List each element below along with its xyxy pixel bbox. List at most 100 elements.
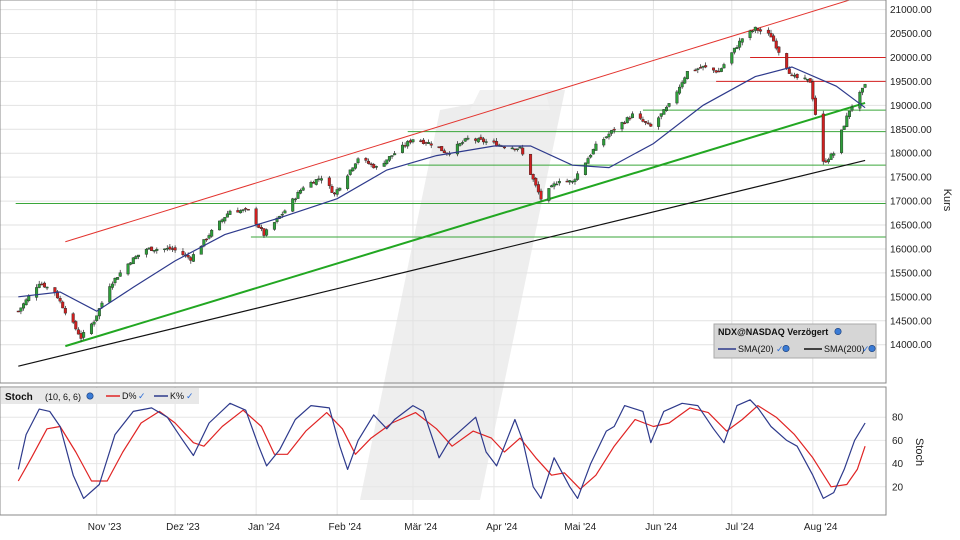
candle-body bbox=[74, 321, 78, 330]
candle-body bbox=[186, 255, 190, 258]
price-sma20 bbox=[18, 66, 866, 312]
candle-body bbox=[463, 138, 467, 142]
stoch-y-tick-label: 60 bbox=[892, 436, 904, 447]
candle-body bbox=[793, 75, 797, 77]
candle-body bbox=[364, 158, 368, 161]
candle-body bbox=[244, 208, 248, 210]
x-tick-label: Jan '24 bbox=[248, 522, 280, 533]
price-y-tick-label: 15000.00 bbox=[890, 292, 932, 303]
globe-icon bbox=[782, 344, 790, 352]
candle-body bbox=[301, 187, 305, 191]
candle-body bbox=[427, 142, 431, 144]
candle-body bbox=[521, 147, 525, 155]
candle-body bbox=[529, 153, 533, 175]
candle-body bbox=[382, 162, 386, 167]
candle-body bbox=[479, 136, 483, 140]
candle-body bbox=[126, 263, 130, 275]
candle-body bbox=[777, 46, 781, 53]
candle-body bbox=[199, 245, 203, 255]
candle-body bbox=[348, 169, 352, 175]
candle-body bbox=[293, 198, 297, 201]
candle-body bbox=[82, 332, 86, 338]
candle-body bbox=[403, 145, 407, 147]
candle-body bbox=[549, 185, 553, 188]
candle-body bbox=[730, 52, 734, 64]
price-frame bbox=[0, 0, 887, 384]
candle-body bbox=[583, 162, 587, 175]
candle-body bbox=[628, 117, 632, 120]
candle-body bbox=[58, 298, 62, 302]
candle-body bbox=[437, 146, 441, 148]
price-y-tick-label: 14000.00 bbox=[890, 340, 932, 351]
candle-body bbox=[774, 40, 778, 49]
candle-body bbox=[283, 210, 287, 214]
candle-body bbox=[299, 190, 303, 194]
candle-body bbox=[147, 247, 151, 250]
candle-body bbox=[570, 180, 574, 183]
legend-title-icon[interactable] bbox=[834, 327, 842, 335]
candle-body bbox=[759, 29, 763, 32]
checkmark-icon: ✓ bbox=[186, 391, 194, 401]
candle-body bbox=[455, 143, 459, 155]
candle-body bbox=[586, 158, 590, 164]
sma20-line bbox=[18, 66, 866, 312]
candle-body bbox=[134, 256, 138, 260]
candle-body bbox=[385, 159, 389, 164]
candle-body bbox=[223, 217, 227, 222]
candle-body bbox=[312, 182, 316, 184]
candle-body bbox=[685, 71, 689, 79]
candle-body bbox=[766, 29, 770, 34]
candle-body bbox=[129, 262, 133, 265]
price-hlines bbox=[15, 56, 886, 238]
candle-body bbox=[220, 219, 224, 222]
candle-body bbox=[173, 247, 177, 251]
candle-body bbox=[466, 137, 470, 140]
candle-body bbox=[314, 179, 318, 185]
candle-body bbox=[181, 251, 185, 255]
x-tick-label: Jul '24 bbox=[725, 522, 754, 533]
candle-body bbox=[591, 149, 595, 155]
x-axis-labels: Nov '23 Dez '23 Jan '24 Feb '24 Mär '24 Apr '… bbox=[88, 522, 838, 533]
candle-body bbox=[429, 143, 433, 146]
price-grid bbox=[0, 0, 886, 383]
stoch-header-bar bbox=[1, 388, 199, 404]
candle-body bbox=[19, 307, 23, 312]
candle-body bbox=[262, 228, 266, 236]
candle-body bbox=[607, 133, 611, 138]
candle-body bbox=[63, 308, 67, 314]
candle-body bbox=[92, 321, 96, 325]
candle-body bbox=[698, 67, 702, 69]
candle-body bbox=[683, 77, 687, 84]
candle-body bbox=[76, 329, 80, 335]
price-sma200 bbox=[18, 159, 866, 367]
candle-body bbox=[241, 209, 245, 211]
stoch-title: Stoch bbox=[5, 392, 33, 403]
candle-body bbox=[840, 129, 844, 153]
candle-body bbox=[594, 143, 598, 151]
candle-body bbox=[165, 248, 169, 250]
x-tick-label: Apr '24 bbox=[486, 522, 518, 533]
price-legend: NDX@NASDAQ Verzögert SMA(20) ✓ SMA(200)✓ bbox=[713, 323, 877, 359]
candle-body bbox=[513, 148, 517, 151]
stoch-legend: D% ✓ K% ✓ bbox=[86, 391, 194, 401]
candle-body bbox=[393, 153, 397, 156]
candle-body bbox=[536, 184, 540, 193]
candle-body bbox=[811, 81, 815, 100]
candle-body bbox=[189, 257, 193, 261]
candle-body bbox=[821, 113, 825, 162]
candle-body bbox=[163, 248, 167, 251]
candle-body bbox=[95, 315, 99, 321]
candle-body bbox=[131, 257, 135, 265]
price-y-tick-label: 19000.00 bbox=[890, 101, 932, 112]
globe-icon bbox=[834, 327, 842, 335]
candle-body bbox=[113, 277, 117, 284]
candle-body bbox=[254, 208, 258, 225]
x-tick-label: Mär '24 bbox=[404, 522, 437, 533]
candle-body bbox=[573, 179, 577, 182]
candle-body bbox=[79, 333, 83, 339]
candle-body bbox=[659, 113, 663, 117]
candle-body bbox=[552, 183, 556, 187]
candle-body bbox=[518, 146, 522, 149]
candle-body bbox=[346, 175, 350, 189]
candle-body bbox=[411, 139, 415, 143]
